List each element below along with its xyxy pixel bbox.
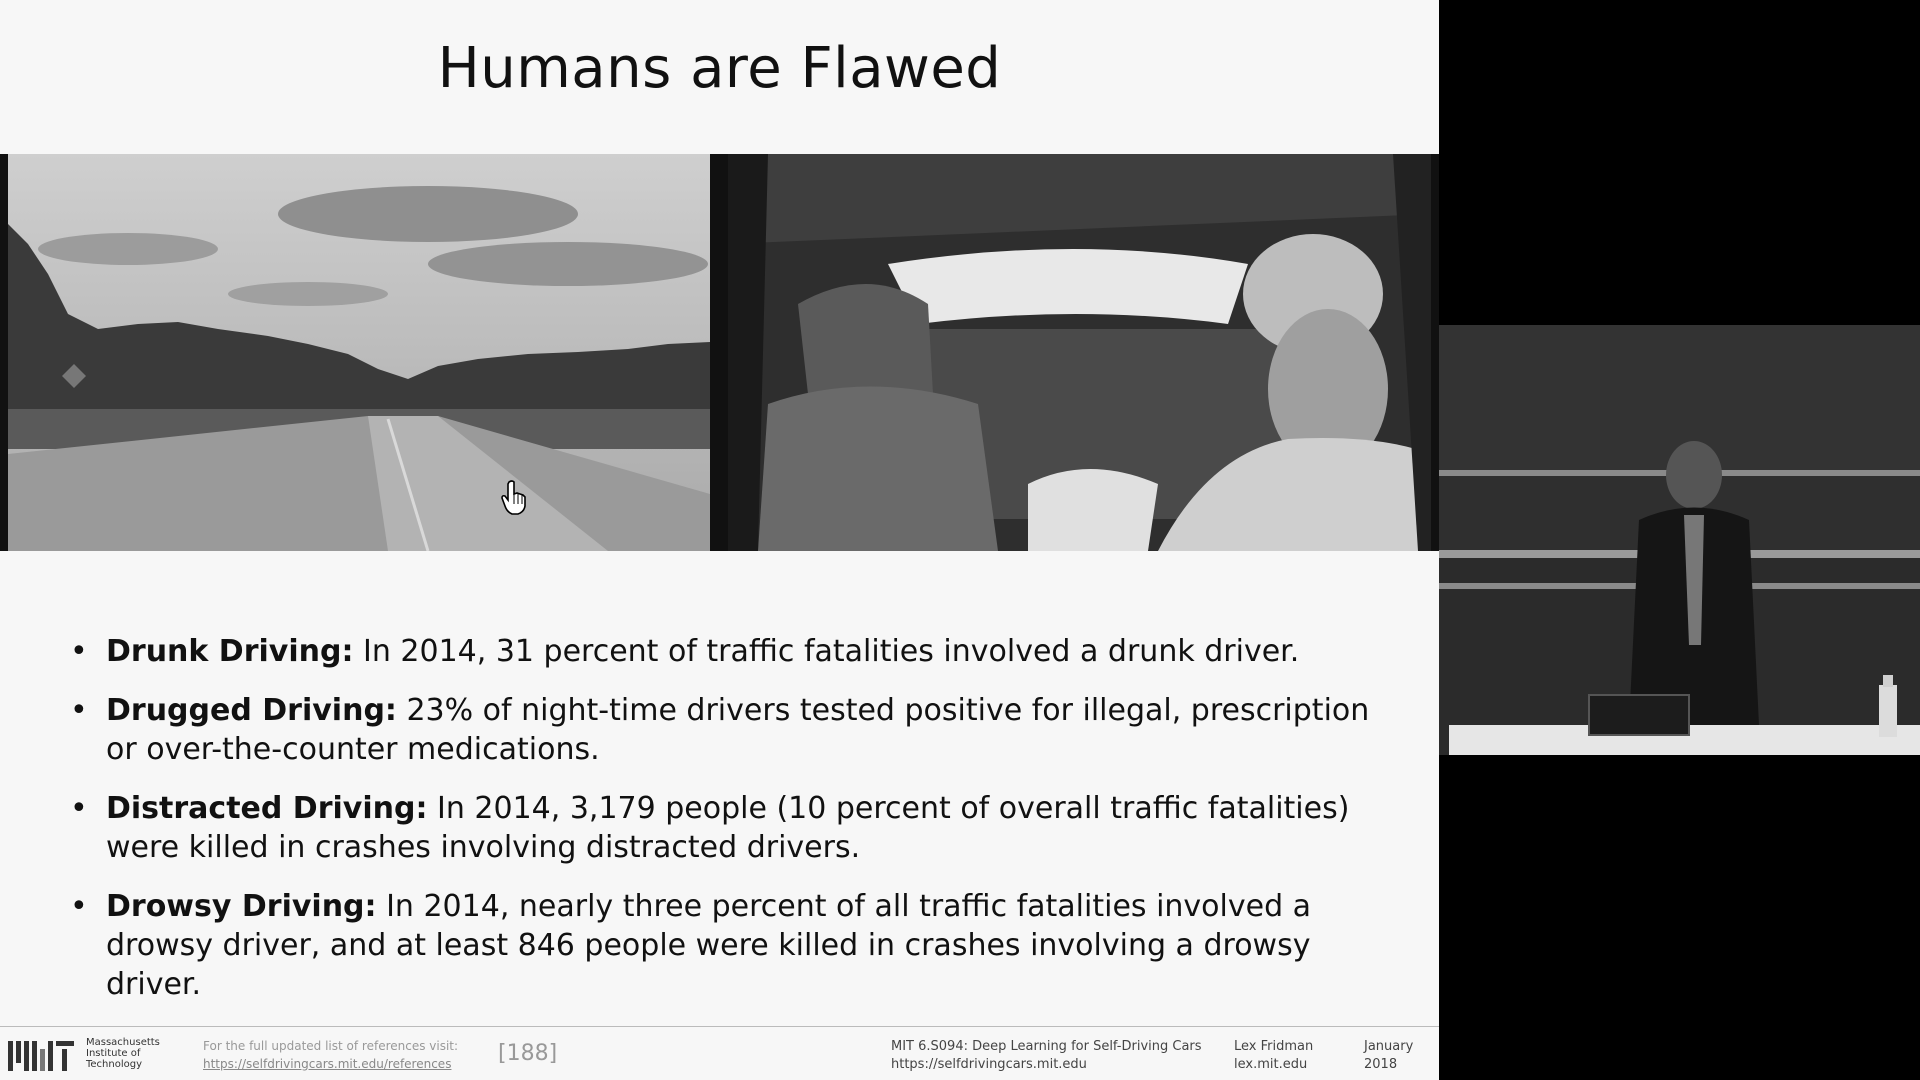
course-url: https://selfdrivingcars.mit.edu [891,1057,1087,1072]
bullet-distracted-driving: • Distracted Driving: In 2014, 3,179 peo… [70,789,1390,867]
bullet-term: Drugged Driving: [106,693,397,728]
bullet-drunk-driving: • Drunk Driving: In 2014, 31 percent of … [70,632,1390,671]
bullet-dot: • [70,632,88,671]
slide-footer: Massachusetts Institute of Technology Fo… [0,1026,1439,1080]
road-camera-video [8,154,710,551]
bullet-term: Drowsy Driving: [106,889,377,924]
author-name: Lex Fridman [1234,1039,1313,1054]
bullet-dot: • [70,789,88,828]
slide: Humans are Flawed [0,0,1439,1080]
bullet-dot: • [70,691,88,730]
bullet-dot: • [70,887,88,926]
speaker-video [1439,325,1920,755]
bullet-drowsy-driving: • Drowsy Driving: In 2014, nearly three … [70,887,1390,1004]
dashcam-video-strip [0,154,1439,551]
slide-number: [188] [498,1041,557,1066]
references-link[interactable]: https://selfdrivingcars.mit.edu/referenc… [203,1057,451,1071]
references-note: For the full updated list of references … [203,1039,458,1053]
driver-camera-video [728,154,1431,551]
hand-pointer-icon [500,480,528,516]
mit-logo [8,1039,74,1073]
bullet-term: Drunk Driving: [106,634,353,669]
bullet-drugged-driving: • Drugged Driving: 23% of night-time dri… [70,691,1390,769]
date-month: January [1364,1039,1413,1054]
slide-title: Humans are Flawed [0,36,1439,101]
bullet-term: Distracted Driving: [106,791,427,826]
bullet-list: • Drunk Driving: In 2014, 31 percent of … [70,632,1390,1024]
bullet-text: In 2014, 31 percent of traffic fatalitie… [353,634,1299,669]
institution-name: Massachusetts Institute of Technology [86,1037,176,1070]
date-year: 2018 [1364,1057,1397,1072]
author-site: lex.mit.edu [1234,1057,1307,1072]
course-title: MIT 6.S094: Deep Learning for Self-Drivi… [891,1039,1202,1054]
